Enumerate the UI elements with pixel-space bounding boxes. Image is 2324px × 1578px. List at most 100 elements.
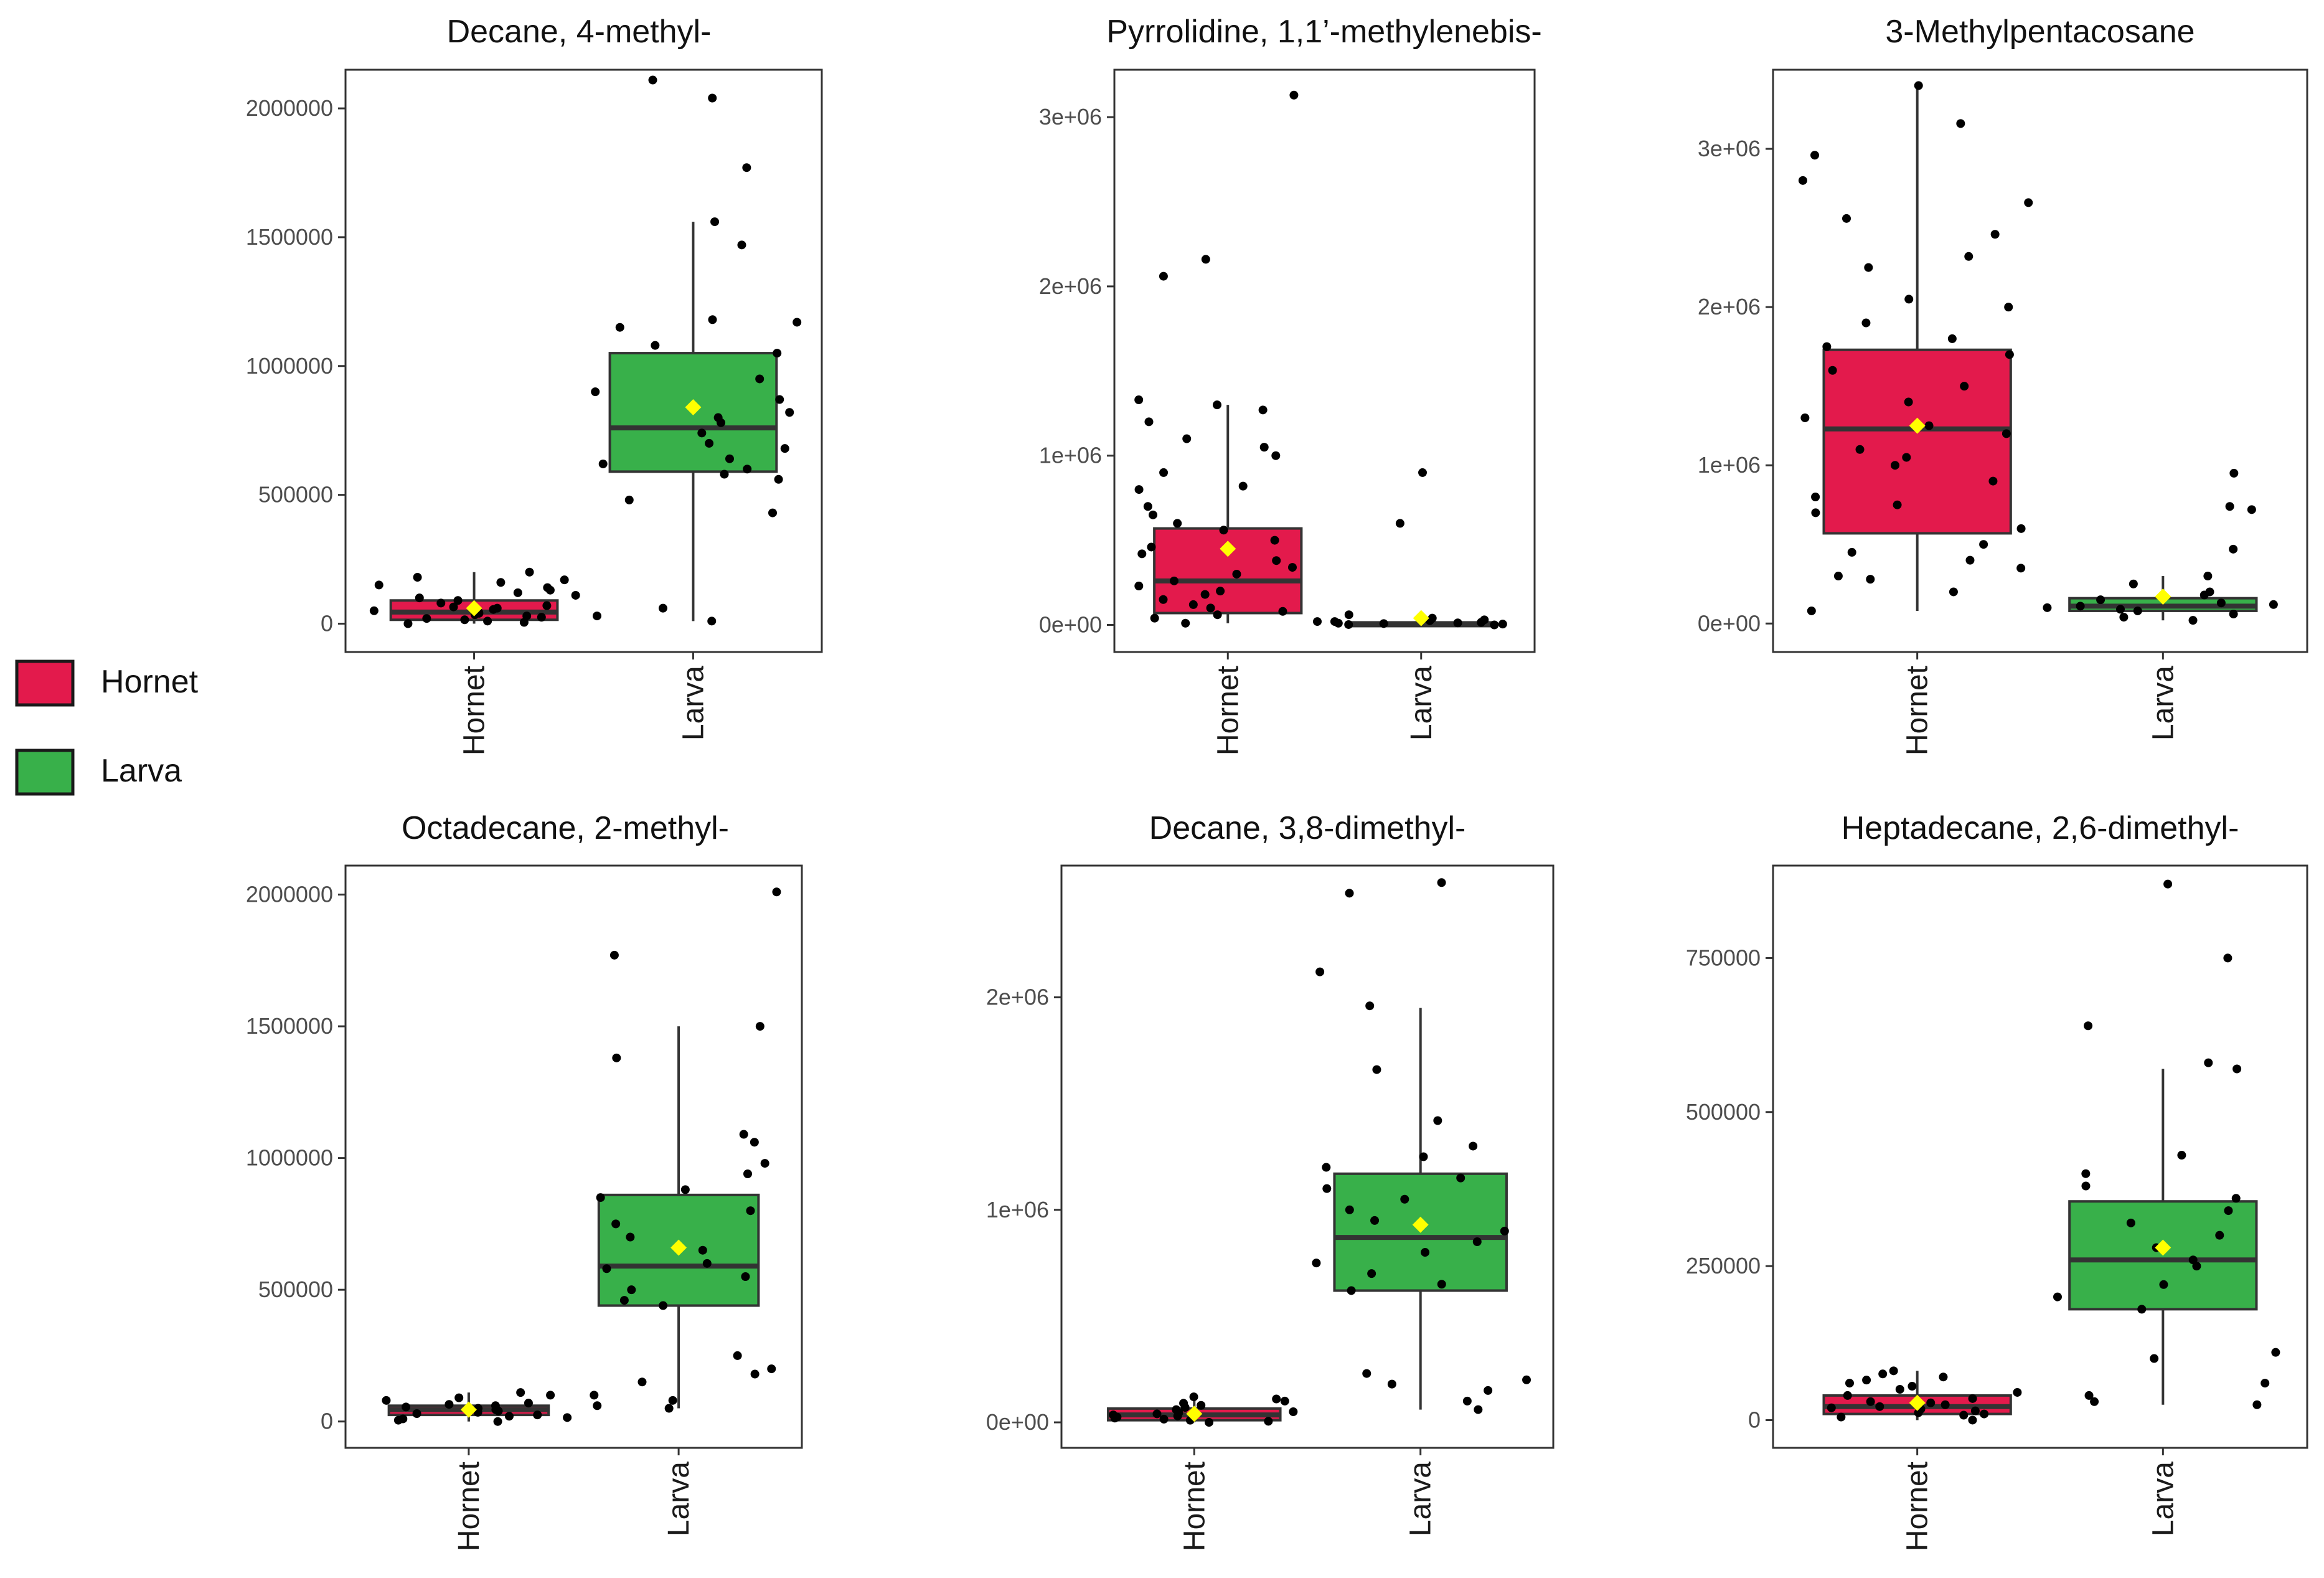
data-point (1947, 334, 1957, 343)
data-point (2247, 505, 2256, 514)
y-tick-label: 2e+06 (1039, 273, 1102, 299)
data-point (483, 617, 492, 626)
data-point (543, 583, 552, 592)
data-point (1833, 572, 1843, 581)
data-point (1143, 502, 1152, 511)
data-point (412, 1409, 421, 1418)
y-tick-label: 2e+06 (1698, 294, 1761, 319)
data-point (725, 454, 734, 463)
box-larva (1312, 878, 1531, 1414)
data-point (2126, 1218, 2135, 1227)
data-point (697, 428, 707, 438)
y-tick-label: 1e+06 (1039, 443, 1102, 468)
y-tick-label: 250000 (1686, 1253, 1761, 1278)
data-point (2260, 1379, 2270, 1388)
data-point (1861, 318, 1871, 328)
data-point (2229, 610, 2238, 619)
data-point (609, 950, 619, 960)
data-point (1200, 590, 1210, 599)
data-point (1837, 1412, 1846, 1422)
data-point (1134, 581, 1144, 590)
box-larva (2043, 468, 2278, 625)
data-point (1134, 395, 1144, 405)
data-point (460, 615, 469, 625)
data-point (2269, 600, 2278, 609)
data-point (2203, 572, 2213, 581)
data-point (1312, 1259, 1321, 1268)
data-point (755, 374, 764, 384)
data-point (1453, 618, 1462, 628)
data-point (1811, 508, 1820, 517)
data-point (2205, 587, 2214, 597)
data-point (612, 1053, 621, 1062)
data-point (533, 1410, 542, 1420)
data-point (767, 1364, 776, 1374)
data-point (2004, 303, 2013, 312)
data-point (1201, 255, 1210, 264)
data-point (2016, 524, 2026, 533)
data-point (2081, 1169, 2091, 1178)
data-point (2204, 1058, 2213, 1067)
mean-marker (670, 1239, 687, 1256)
panel-1: Decane, 4-methyl- 0 500000 1000000 1500000 20… (246, 14, 823, 755)
data-point (1345, 889, 1354, 898)
data-point (1904, 397, 1913, 407)
data-point (2232, 1064, 2242, 1074)
box-larva (590, 887, 781, 1413)
data-point (1890, 461, 1899, 470)
mean-marker (1220, 541, 1236, 557)
data-point (1172, 1405, 1181, 1414)
plot-frame (344, 864, 803, 1449)
mean-marker (460, 1401, 477, 1418)
data-point (1134, 485, 1144, 494)
data-point (1150, 613, 1159, 623)
data-point (1968, 1415, 1977, 1425)
data-point (596, 1193, 605, 1202)
y-tick-label: 500000 (258, 482, 333, 508)
data-point (733, 1351, 742, 1360)
data-point (1959, 1410, 1969, 1420)
data-point (2229, 468, 2239, 478)
data-point (1159, 1414, 1169, 1424)
data-point (626, 1232, 635, 1242)
data-point (1428, 613, 1437, 623)
panel-title: Decane, 3,8-dimethyl- (1149, 810, 1466, 846)
x-tick-label: Larva (662, 1462, 695, 1536)
data-point (1365, 1001, 1375, 1011)
data-point (445, 1400, 454, 1409)
data-point (651, 341, 660, 350)
data-point (772, 887, 781, 897)
data-point (571, 590, 580, 600)
data-point (1970, 1406, 1980, 1415)
y-tick-label: 2000000 (246, 882, 333, 907)
plot-frame (1113, 69, 1536, 653)
data-point (1500, 1226, 1509, 1235)
data-point (1169, 576, 1178, 585)
data-point (1845, 1379, 1854, 1388)
data-point (1387, 1379, 1396, 1389)
mean-marker (685, 399, 702, 415)
data-point (1264, 1417, 1273, 1426)
data-point (1344, 610, 1353, 620)
legend-swatch-hornet (15, 659, 75, 707)
data-point (1893, 500, 1902, 509)
x-tick-label: Larva (1404, 1462, 1437, 1536)
data-point (1182, 434, 1192, 443)
x-tick-label: Larva (1405, 666, 1438, 740)
data-point (369, 606, 379, 615)
y-tick-label: 3e+06 (1039, 104, 1102, 130)
data-point (1904, 295, 1914, 304)
data-point (1418, 468, 1428, 477)
data-point (1159, 595, 1168, 604)
data-point (524, 1399, 533, 1408)
data-point (2024, 198, 2033, 207)
data-point (2116, 605, 2125, 614)
data-point (705, 438, 714, 448)
panel-title: 3-Methylpentacosane (1885, 14, 2195, 50)
box-hornet (1822, 1366, 2022, 1425)
y-tick-label: 2e+06 (986, 985, 1049, 1010)
mean-marker (466, 600, 482, 617)
data-point (436, 598, 446, 608)
plot-frame (344, 69, 823, 653)
data-point (1490, 620, 1499, 630)
